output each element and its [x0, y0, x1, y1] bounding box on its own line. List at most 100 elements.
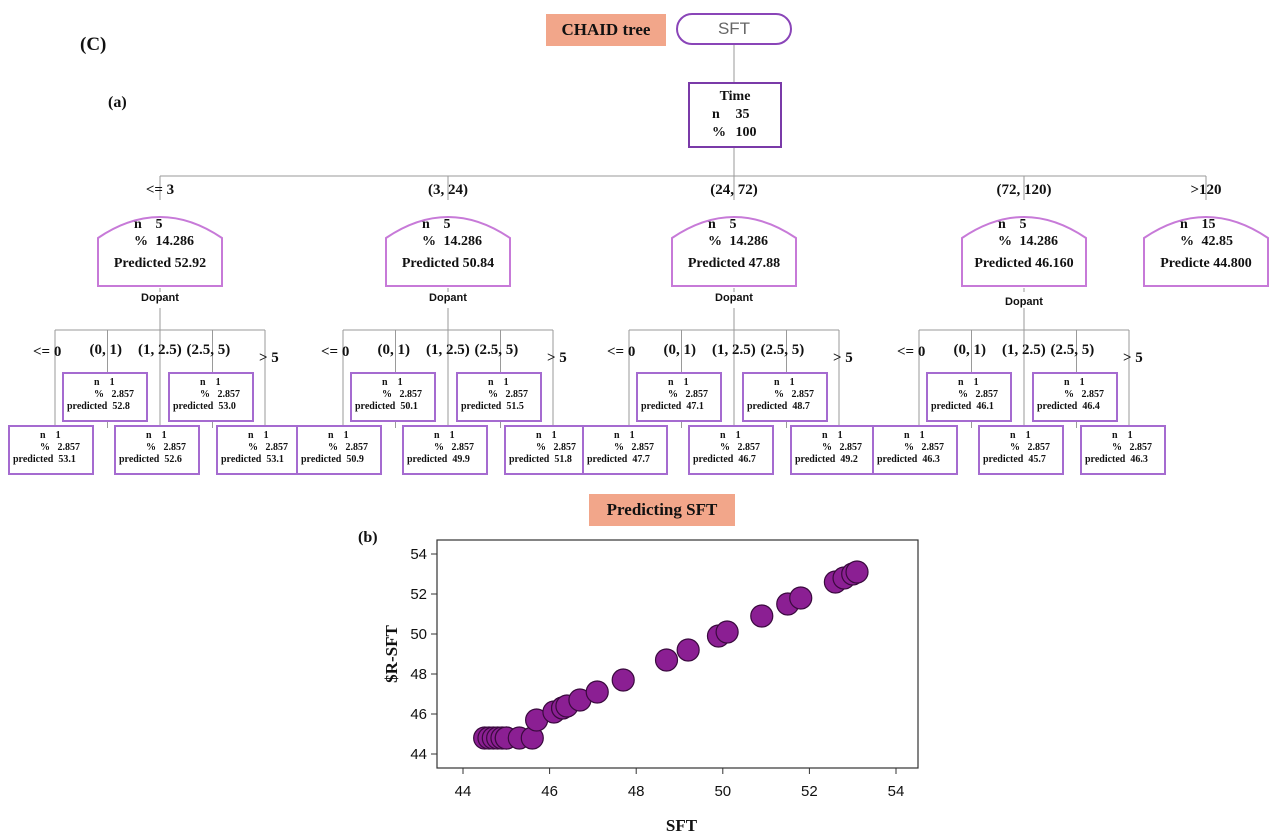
- leaf-node: n 1% 2.857 predicted 51.5: [456, 372, 542, 422]
- branch-pred-val: 50.84: [462, 256, 495, 271]
- branch-pred-key: Predicted: [974, 256, 1032, 271]
- leaf-n-val: 1: [397, 377, 403, 388]
- leaf-pct-key: %: [248, 442, 258, 453]
- dopant-category-label: (2.5, 5): [186, 342, 231, 358]
- data-point: [845, 560, 869, 584]
- leaf-pred-key: predicted: [67, 401, 108, 412]
- leaf-pred-val: 53.1: [58, 454, 76, 465]
- branch-edge-label: >120: [1190, 182, 1222, 198]
- x-tick-label: 44: [455, 783, 472, 800]
- leaf-n-val: 1: [789, 377, 795, 388]
- x-tick-label: 50: [714, 783, 731, 800]
- y-axis-label: $R-SFT: [382, 625, 401, 683]
- leaf-n-val: 1: [1127, 430, 1133, 441]
- leaf-pct-key: %: [668, 389, 678, 400]
- dopant-category-label: <= 0: [321, 344, 350, 360]
- leaf-pred-val: 52.8: [112, 401, 130, 412]
- y-tick-label: 52: [410, 586, 427, 603]
- leaf-pct-key: %: [146, 442, 156, 453]
- leaf-node: n 1% 2.857 predicted 51.8: [504, 425, 590, 475]
- branch-pct-val: 14.286: [155, 234, 195, 249]
- leaf-pct-key: %: [1010, 442, 1020, 453]
- leaf-pred-val: 50.9: [346, 454, 364, 465]
- branch-n-key: n: [708, 217, 716, 232]
- branch-pred-val: 47.88: [748, 256, 781, 271]
- dopant-category-label: (2.5, 5): [1050, 342, 1095, 358]
- leaf-pct-val: 2.857: [791, 389, 815, 400]
- leaf-pct-key: %: [40, 442, 50, 453]
- leaf-pct-val: 2.857: [451, 442, 475, 453]
- split-variable-label: Dopant: [429, 292, 467, 304]
- leaf-pred-val: 46.4: [1082, 401, 1100, 412]
- leaf-node: n 1% 2.857 predicted 52.6: [114, 425, 200, 475]
- panel-label: (C): [80, 34, 107, 55]
- branch-n-key: n: [134, 217, 142, 232]
- split-variable-label: Dopant: [141, 292, 179, 304]
- y-tick-label: 44: [410, 746, 427, 763]
- leaf-node: n 1% 2.857 predicted 53.0: [168, 372, 254, 422]
- subpanel-label-a: (a): [108, 94, 127, 111]
- leaf-pct-val: 2.857: [163, 442, 187, 453]
- leaf-n-key: n: [668, 377, 674, 388]
- leaf-pct-val: 2.857: [57, 442, 81, 453]
- leaf-n-val: 1: [161, 430, 167, 441]
- leaf-n-key: n: [434, 430, 440, 441]
- leaf-pct-val: 2.857: [921, 442, 945, 453]
- split-variable-label: Dopant: [1005, 296, 1043, 308]
- branch-n-key: n: [1180, 217, 1188, 232]
- branch-pct-key: %: [422, 234, 436, 249]
- dopant-category-label: (2.5, 5): [760, 342, 805, 358]
- leaf-n-key: n: [904, 430, 910, 441]
- branch-pred-key: Predicted: [687, 256, 746, 271]
- split-variable-label: Dopant: [715, 292, 753, 304]
- leaf-pred-val: 50.1: [400, 401, 418, 412]
- leaf-pct-val: 2.857: [737, 442, 761, 453]
- time-node-n-key: n: [712, 107, 720, 122]
- leaf-node: n 1% 2.857 predicted 46.4: [1032, 372, 1118, 422]
- leaf-node: n 1% 2.857 predicted 52.8: [62, 372, 148, 422]
- leaf-pct-val: 2.857: [1027, 442, 1051, 453]
- branch-n-val: 5: [443, 217, 451, 232]
- leaf-pct-val: 2.857: [345, 442, 369, 453]
- data-point: [715, 620, 739, 644]
- leaf-n-val: 1: [343, 430, 349, 441]
- leaf-node: n 1% 2.857 predicted 49.2: [790, 425, 876, 475]
- branch-node: n 5% 14.286 Predicted 46.160: [960, 210, 1088, 288]
- leaf-pred-key: predicted: [931, 401, 972, 412]
- leaf-node: n 1% 2.857 predicted 46.7: [688, 425, 774, 475]
- leaf-pred-key: predicted: [747, 401, 788, 412]
- leaf-pct-val: 2.857: [399, 389, 423, 400]
- leaf-pct-key: %: [822, 442, 832, 453]
- branch-pct-val: 14.286: [443, 234, 483, 249]
- dopant-category-label: (0, 1): [953, 342, 987, 358]
- leaf-n-key: n: [146, 430, 152, 441]
- leaf-pct-val: 2.857: [685, 389, 709, 400]
- y-tick-label: 46: [410, 706, 427, 723]
- branch-pct-key: %: [1180, 234, 1194, 249]
- data-point: [654, 648, 679, 672]
- leaf-n-key: n: [536, 430, 542, 441]
- branch-pct-val: 14.286: [729, 234, 769, 249]
- leaf-pred-key: predicted: [301, 454, 342, 465]
- leaf-pred-key: predicted: [13, 454, 54, 465]
- leaf-pred-val: 46.1: [976, 401, 994, 412]
- branch-pct-val: 14.286: [1019, 234, 1059, 249]
- leaf-pred-val: 47.7: [632, 454, 650, 465]
- leaf-n-val: 1: [55, 430, 61, 441]
- data-point: [611, 668, 635, 692]
- time-node-var: Time: [719, 89, 751, 104]
- leaf-pct-key: %: [958, 389, 968, 400]
- leaf-n-key: n: [1010, 430, 1016, 441]
- leaf-node: n 1% 2.857 predicted 48.7: [742, 372, 828, 422]
- branch-n-key: n: [998, 217, 1006, 232]
- leaf-pred-val: 49.9: [452, 454, 470, 465]
- leaf-pred-val: 46.7: [738, 454, 756, 465]
- leaf-pred-key: predicted: [641, 401, 682, 412]
- dopant-category-label: (0, 1): [377, 342, 411, 358]
- time-node-pct-val: 100: [735, 125, 757, 140]
- dopant-category-label: <= 0: [33, 344, 62, 360]
- leaf-pct-val: 2.857: [839, 442, 863, 453]
- branch-edge-label: (3, 24): [428, 182, 468, 198]
- data-point: [750, 604, 774, 628]
